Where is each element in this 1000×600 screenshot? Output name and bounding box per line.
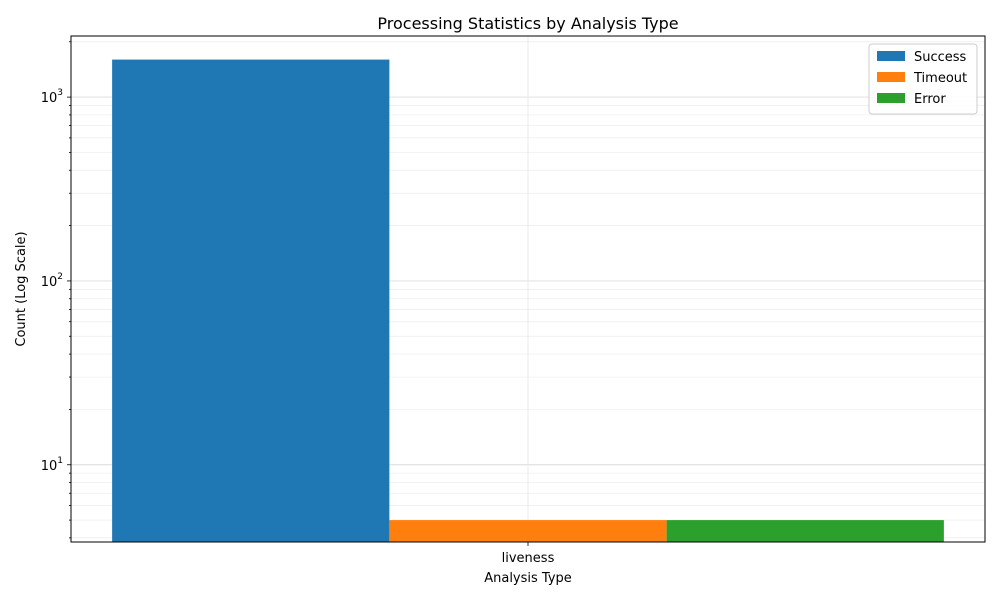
legend: Success Timeout Error: [868, 43, 978, 115]
legend-label-error: Error: [914, 92, 946, 107]
bar-timeout-liveness: [389, 520, 667, 542]
bar-error-liveness: [666, 520, 944, 542]
bar-success-liveness: [112, 59, 390, 542]
x-tick-label: liveness: [502, 551, 555, 566]
y-tick-label: 103: [41, 88, 63, 106]
chart-title: Processing Statistics by Analysis Type: [377, 14, 678, 33]
legend-swatch-timeout: [877, 72, 905, 82]
bars: [112, 59, 944, 542]
x-axis-label: Analysis Type: [484, 571, 572, 586]
axis-ticks: liveness 101 102 103: [41, 41, 555, 566]
y-tick-label: 101: [41, 456, 63, 474]
y-tick-label: 102: [41, 272, 63, 290]
legend-label-timeout: Timeout: [913, 71, 967, 86]
legend-swatch-success: [877, 51, 905, 61]
y-axis-label: Count (Log Scale): [14, 231, 29, 346]
legend-swatch-error: [877, 93, 905, 103]
legend-label-success: Success: [914, 50, 967, 65]
